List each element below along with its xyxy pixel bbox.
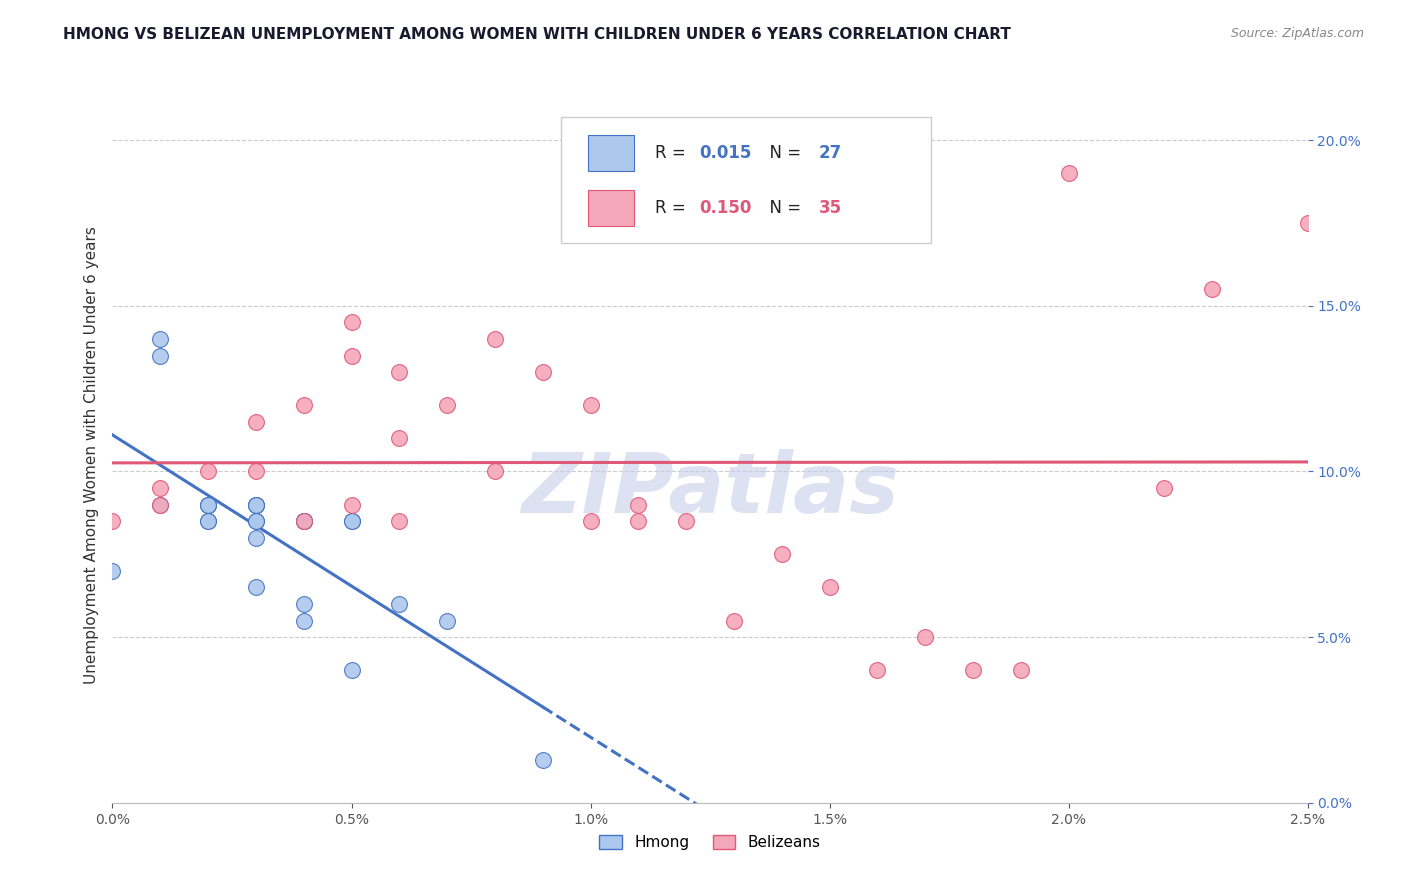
Point <box>866 663 889 677</box>
Point <box>292 597 315 611</box>
Text: ZIPatlas: ZIPatlas <box>522 450 898 530</box>
Point <box>245 514 267 528</box>
Point <box>770 547 793 561</box>
Text: N =: N = <box>759 144 807 162</box>
Point <box>340 349 363 363</box>
Point <box>627 514 650 528</box>
Point <box>675 514 697 528</box>
Point <box>149 498 172 512</box>
Point <box>245 498 267 512</box>
Point <box>340 663 363 677</box>
Point <box>436 398 458 412</box>
Point <box>531 753 554 767</box>
Point <box>340 514 363 528</box>
Point <box>292 514 315 528</box>
Point <box>484 332 506 346</box>
Point <box>388 365 411 379</box>
Text: 27: 27 <box>818 144 842 162</box>
Point <box>292 614 315 628</box>
Point <box>579 514 602 528</box>
Point <box>149 481 172 495</box>
Point <box>1057 166 1080 180</box>
Point <box>245 581 267 595</box>
Point <box>245 514 267 528</box>
Text: R =: R = <box>655 144 692 162</box>
FancyBboxPatch shape <box>561 118 931 243</box>
Text: HMONG VS BELIZEAN UNEMPLOYMENT AMONG WOMEN WITH CHILDREN UNDER 6 YEARS CORRELATI: HMONG VS BELIZEAN UNEMPLOYMENT AMONG WOM… <box>63 27 1011 42</box>
Point <box>627 498 650 512</box>
Point <box>245 531 267 545</box>
Point <box>197 498 219 512</box>
Point <box>245 415 267 429</box>
Point <box>723 614 745 628</box>
Y-axis label: Unemployment Among Women with Children Under 6 years: Unemployment Among Women with Children U… <box>83 226 98 684</box>
Point <box>340 514 363 528</box>
Point <box>436 614 458 628</box>
FancyBboxPatch shape <box>588 135 634 171</box>
Point <box>101 514 124 528</box>
Point <box>245 465 267 479</box>
Point <box>340 498 363 512</box>
Text: 0.150: 0.150 <box>699 199 752 217</box>
Point <box>245 498 267 512</box>
Point <box>292 514 315 528</box>
Point <box>292 514 315 528</box>
Point <box>101 564 124 578</box>
Point <box>149 498 172 512</box>
Point <box>149 349 172 363</box>
Text: Source: ZipAtlas.com: Source: ZipAtlas.com <box>1230 27 1364 40</box>
Point <box>1153 481 1175 495</box>
Point <box>197 465 219 479</box>
Point <box>579 216 602 230</box>
Text: R =: R = <box>655 199 692 217</box>
Text: 35: 35 <box>818 199 842 217</box>
Point <box>197 514 219 528</box>
Point <box>340 315 363 329</box>
Point <box>197 514 219 528</box>
Point <box>197 498 219 512</box>
Point <box>292 514 315 528</box>
Point <box>1296 216 1319 230</box>
Legend: Hmong, Belizeans: Hmong, Belizeans <box>592 828 828 858</box>
Point <box>388 597 411 611</box>
Point <box>292 398 315 412</box>
Point <box>388 514 411 528</box>
FancyBboxPatch shape <box>588 190 634 226</box>
Text: 0.015: 0.015 <box>699 144 752 162</box>
Point <box>245 498 267 512</box>
Point <box>818 581 841 595</box>
Point <box>1201 282 1223 296</box>
Point <box>388 431 411 445</box>
Point <box>962 663 984 677</box>
Point <box>149 332 172 346</box>
Point <box>914 630 936 644</box>
Point <box>484 465 506 479</box>
Text: N =: N = <box>759 199 807 217</box>
Point <box>579 398 602 412</box>
Point <box>1010 663 1032 677</box>
Point <box>531 365 554 379</box>
Point <box>197 498 219 512</box>
